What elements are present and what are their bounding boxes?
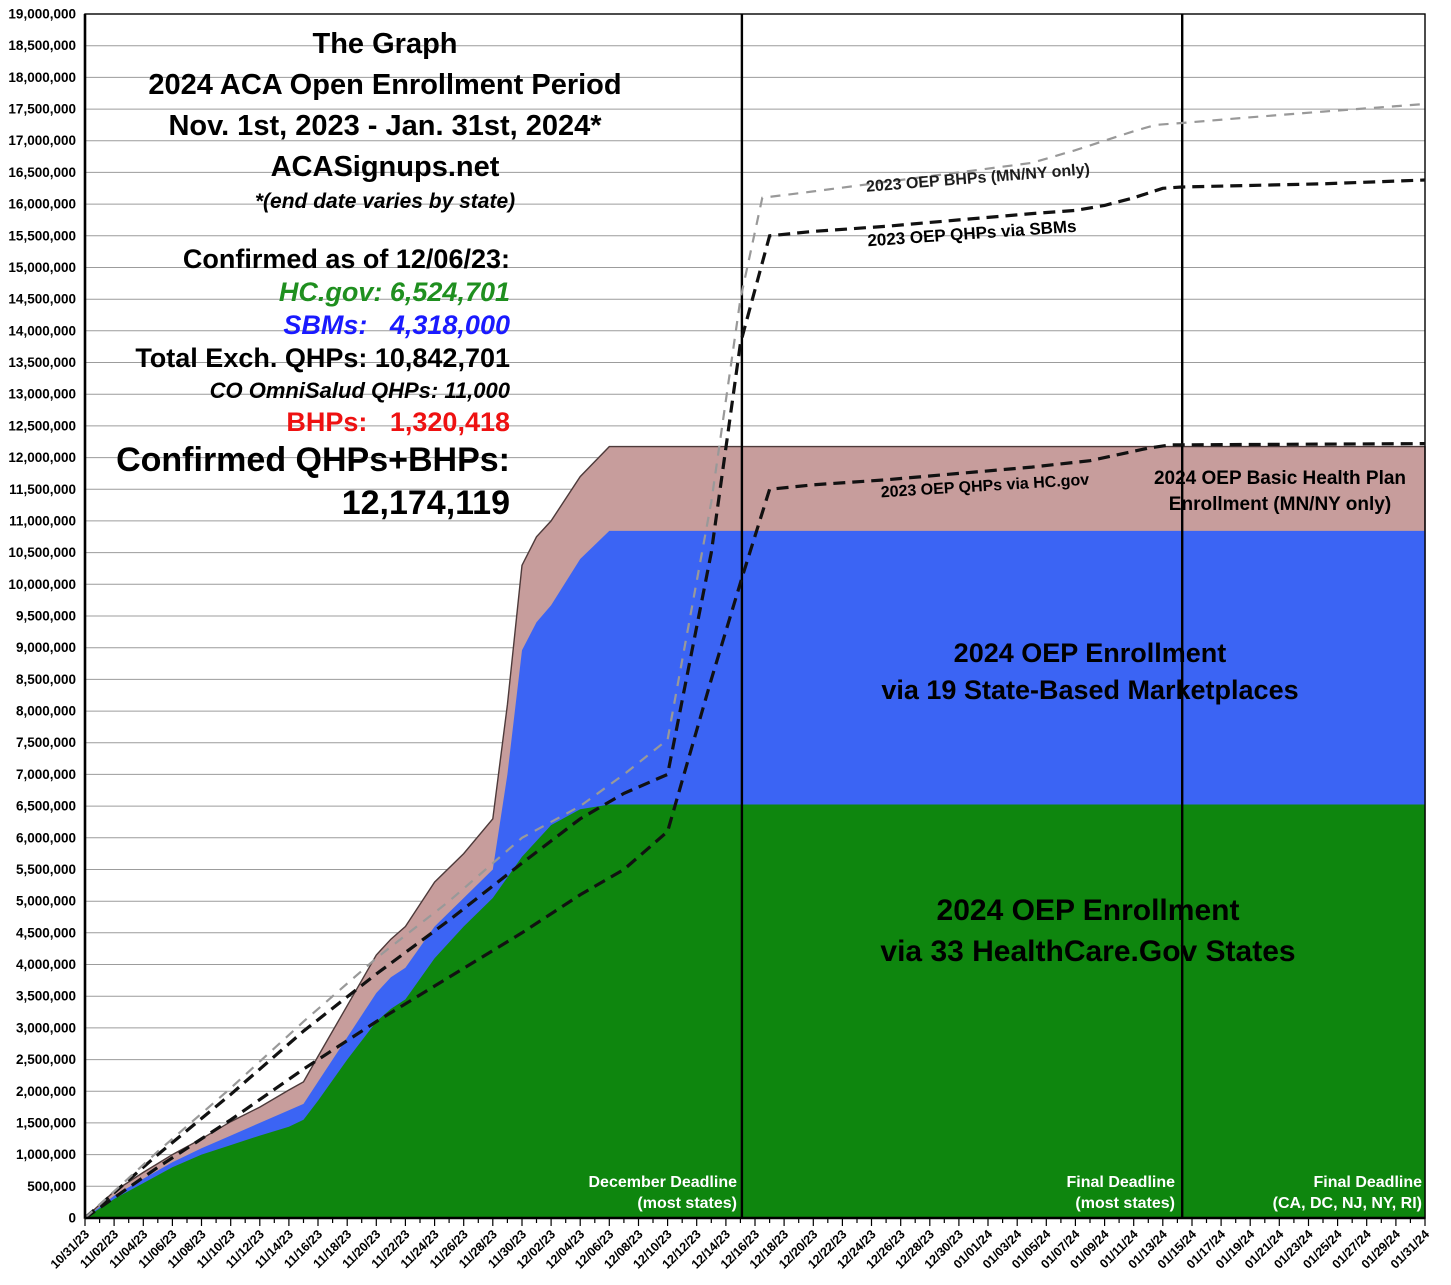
svg-text:12,500,000: 12,500,000 bbox=[8, 418, 76, 433]
stat-hcgov: HC.gov: 6,524,701 bbox=[278, 277, 510, 307]
label-final-deadline-late-states-line2: (CA, DC, NJ, NY, RI) bbox=[1272, 1195, 1422, 1212]
stat-bhps: BHPs: 1,320,418 bbox=[286, 407, 510, 437]
svg-text:17,500,000: 17,500,000 bbox=[8, 102, 76, 117]
stat-confirmed-as-of: Confirmed as of 12/06/23: bbox=[182, 244, 510, 274]
svg-text:9,500,000: 9,500,000 bbox=[16, 609, 76, 624]
stat-co-omnisalud: CO OmniSalud QHPs: 11,000 bbox=[209, 378, 510, 403]
svg-text:13,000,000: 13,000,000 bbox=[8, 387, 76, 402]
chart-subtitle: 2024 ACA Open Enrollment Period bbox=[148, 69, 622, 101]
svg-text:1,500,000: 1,500,000 bbox=[16, 1115, 76, 1130]
svg-text:6,000,000: 6,000,000 bbox=[16, 830, 76, 845]
svg-text:16,000,000: 16,000,000 bbox=[8, 197, 76, 212]
svg-text:13,500,000: 13,500,000 bbox=[8, 355, 76, 370]
svg-text:3,500,000: 3,500,000 bbox=[16, 989, 76, 1004]
stat-grand-total-label: Confirmed QHPs+BHPs: bbox=[116, 441, 510, 479]
svg-text:0: 0 bbox=[68, 1211, 76, 1226]
svg-text:5,500,000: 5,500,000 bbox=[16, 862, 76, 877]
label-december-deadline-line2: (most states) bbox=[637, 1195, 737, 1212]
label-2024-bhp-band-line2: Enrollment (MN/NY only) bbox=[1168, 494, 1392, 515]
label-final-deadline-most-states-line2: (most states) bbox=[1075, 1195, 1175, 1212]
svg-text:8,000,000: 8,000,000 bbox=[16, 704, 76, 719]
label-final-deadline-most-states-line1: Final Deadline bbox=[1066, 1174, 1175, 1191]
svg-text:12,000,000: 12,000,000 bbox=[8, 450, 76, 465]
label-december-deadline-line1: December Deadline bbox=[588, 1174, 737, 1191]
confirmed-stats-block: Confirmed as of 12/06/23: HC.gov: 6,524,… bbox=[30, 243, 510, 525]
svg-text:6,500,000: 6,500,000 bbox=[16, 799, 76, 814]
svg-text:11,500,000: 11,500,000 bbox=[9, 482, 76, 497]
svg-text:10,500,000: 10,500,000 bbox=[8, 545, 76, 560]
end-date-note: *(end date varies by state) bbox=[254, 190, 516, 213]
chart-date-range: Nov. 1st, 2023 - Jan. 31st, 2024* bbox=[168, 110, 602, 142]
svg-text:2,500,000: 2,500,000 bbox=[16, 1052, 76, 1067]
label-2024-hcgov-area-line1: 2024 OEP Enrollment bbox=[936, 894, 1240, 927]
svg-text:2,000,000: 2,000,000 bbox=[16, 1084, 76, 1099]
svg-text:18,000,000: 18,000,000 bbox=[8, 70, 76, 85]
svg-text:10,000,000: 10,000,000 bbox=[8, 577, 76, 592]
svg-text:19,000,000: 19,000,000 bbox=[8, 7, 76, 22]
svg-text:3,000,000: 3,000,000 bbox=[16, 1020, 76, 1035]
label-2024-sbm-area: 2024 OEP Enrollment via 19 State-Based M… bbox=[881, 635, 1298, 709]
svg-text:8,500,000: 8,500,000 bbox=[16, 672, 76, 687]
svg-text:7,500,000: 7,500,000 bbox=[16, 735, 76, 750]
chart-title: The Graph bbox=[312, 28, 458, 60]
label-2024-bhp-band: 2024 OEP Basic Health Plan Enrollment (M… bbox=[1154, 466, 1406, 518]
svg-text:5,000,000: 5,000,000 bbox=[16, 894, 76, 909]
label-december-deadline: December Deadline (most states) bbox=[588, 1172, 737, 1214]
svg-text:15,000,000: 15,000,000 bbox=[8, 260, 76, 275]
svg-text:18,500,000: 18,500,000 bbox=[8, 38, 76, 53]
label-2024-sbm-area-line2: via 19 State-Based Marketplaces bbox=[881, 675, 1299, 705]
svg-text:9,000,000: 9,000,000 bbox=[16, 640, 76, 655]
site-name: ACASignups.net bbox=[270, 151, 500, 183]
svg-text:16,500,000: 16,500,000 bbox=[8, 165, 76, 180]
svg-text:4,000,000: 4,000,000 bbox=[16, 957, 76, 972]
svg-text:14,500,000: 14,500,000 bbox=[8, 292, 76, 307]
svg-text:14,000,000: 14,000,000 bbox=[8, 323, 76, 338]
stat-total-exchange-qhps: Total Exch. QHPs: 10,842,701 bbox=[135, 343, 510, 373]
svg-text:11,000,000: 11,000,000 bbox=[9, 513, 76, 528]
stat-grand-total-value: 12,174,119 bbox=[341, 484, 510, 522]
svg-text:500,000: 500,000 bbox=[27, 1179, 76, 1194]
label-2024-hcgov-area: 2024 OEP Enrollment via 33 HealthCare.Go… bbox=[880, 890, 1295, 972]
svg-text:7,000,000: 7,000,000 bbox=[16, 767, 76, 782]
svg-text:1,000,000: 1,000,000 bbox=[16, 1147, 76, 1162]
svg-text:4,500,000: 4,500,000 bbox=[16, 925, 76, 940]
label-2024-sbm-area-line1: 2024 OEP Enrollment bbox=[953, 638, 1227, 668]
label-2024-hcgov-area-line2: via 33 HealthCare.Gov States bbox=[880, 935, 1296, 968]
label-final-deadline-late-states: Final Deadline (CA, DC, NJ, NY, RI) bbox=[1273, 1172, 1422, 1214]
label-final-deadline-most-states: Final Deadline (most states) bbox=[1067, 1172, 1175, 1214]
chart-title-block: The Graph 2024 ACA Open Enrollment Perio… bbox=[95, 24, 675, 216]
stat-sbms: SBMs: 4,318,000 bbox=[283, 310, 510, 340]
svg-text:17,000,000: 17,000,000 bbox=[8, 133, 76, 148]
label-2024-bhp-band-line1: 2024 OEP Basic Health Plan bbox=[1153, 468, 1407, 489]
label-final-deadline-late-states-line1: Final Deadline bbox=[1313, 1174, 1422, 1191]
svg-text:15,500,000: 15,500,000 bbox=[8, 228, 76, 243]
